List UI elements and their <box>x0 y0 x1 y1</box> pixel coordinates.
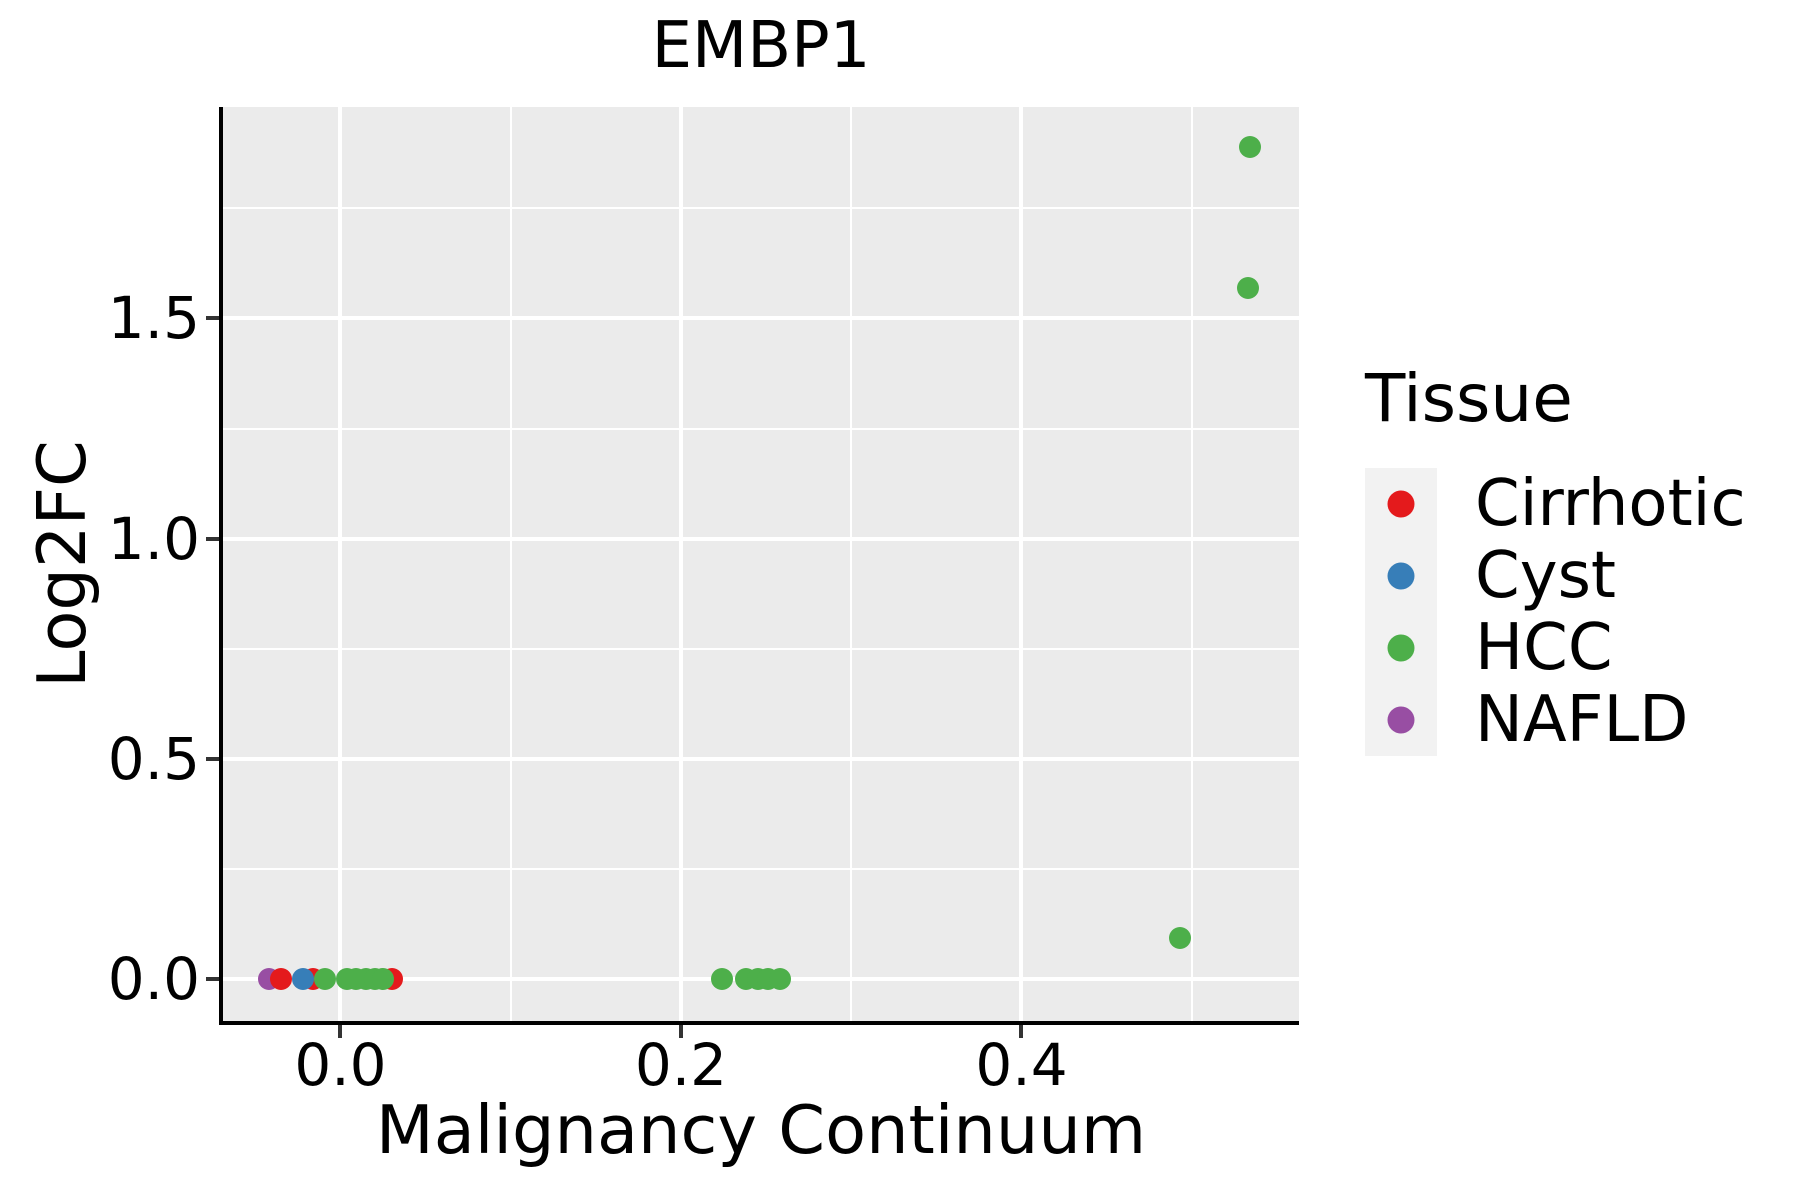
y-tick <box>206 316 219 321</box>
data-point-hcc <box>768 968 791 991</box>
y-tick <box>206 977 219 982</box>
x-tick-label: 0.4 <box>975 1031 1068 1099</box>
gridline-minor-y <box>223 647 1299 650</box>
legend-key <box>1365 540 1437 612</box>
x-axis-line <box>219 1021 1299 1025</box>
gridline-minor-y <box>223 868 1299 871</box>
data-point-hcc <box>1168 927 1191 950</box>
legend-key <box>1365 684 1437 756</box>
legend-title: Tissue <box>1365 360 1573 437</box>
x-tick <box>678 1025 683 1038</box>
data-point-cyst <box>292 968 315 991</box>
legend-dot-cyst <box>1387 562 1415 590</box>
data-point-cirrhotic <box>269 968 292 991</box>
x-axis-label: Malignancy Continuum <box>375 1091 1147 1169</box>
y-tick-label: 0.0 <box>107 945 200 1014</box>
plot-panel <box>223 107 1299 1021</box>
y-axis-line <box>219 107 223 1025</box>
data-point-hcc <box>372 968 395 991</box>
x-tick <box>338 1025 343 1038</box>
legend-dot-cirrhotic <box>1387 490 1415 518</box>
legend-entry-hcc: HCC <box>1365 612 1746 684</box>
y-tick-label: 1.0 <box>107 504 200 573</box>
gridline-minor-x <box>509 107 512 1021</box>
gridline-minor-x <box>850 107 853 1021</box>
data-point-hcc <box>710 968 733 991</box>
y-tick-label: 0.5 <box>107 724 200 793</box>
gridline-major-x <box>338 107 343 1021</box>
y-tick <box>206 536 219 541</box>
legend-entry-cyst: Cyst <box>1365 540 1746 612</box>
legend-entry-nafld: NAFLD <box>1365 684 1746 756</box>
gridline-minor-y <box>223 207 1299 210</box>
legend-label: NAFLD <box>1475 683 1689 757</box>
legend-key <box>1365 468 1437 540</box>
legend-entry-cirrhotic: Cirrhotic <box>1365 468 1746 540</box>
y-tick-label: 1.5 <box>107 284 200 353</box>
legend-label: Cyst <box>1475 539 1616 613</box>
gridline-minor-x <box>1190 107 1193 1021</box>
legend-key <box>1365 612 1437 684</box>
legend-entries: Cirrhotic Cyst HCC NAFLD <box>1365 468 1746 756</box>
gridline-major-x <box>678 107 683 1021</box>
x-tick-label: 0.0 <box>294 1031 387 1099</box>
x-tick <box>1019 1025 1024 1038</box>
gridline-minor-y <box>223 427 1299 430</box>
data-point-hcc <box>1236 276 1259 299</box>
gridline-major-y <box>223 316 1299 321</box>
gridline-major-x <box>1019 107 1024 1021</box>
chart-title: EMBP1 <box>651 9 871 83</box>
x-tick-label: 0.2 <box>634 1031 728 1099</box>
gridline-major-y <box>223 536 1299 541</box>
y-axis-label: Log2FC <box>23 440 101 688</box>
legend-label: HCC <box>1475 611 1613 685</box>
gridline-major-y <box>223 756 1299 761</box>
legend-dot-hcc <box>1387 634 1415 662</box>
y-tick <box>206 756 219 761</box>
legend-label: Cirrhotic <box>1475 467 1746 541</box>
data-point-hcc <box>1238 135 1261 158</box>
legend-dot-nafld <box>1387 706 1415 734</box>
data-point-hcc <box>314 968 337 991</box>
